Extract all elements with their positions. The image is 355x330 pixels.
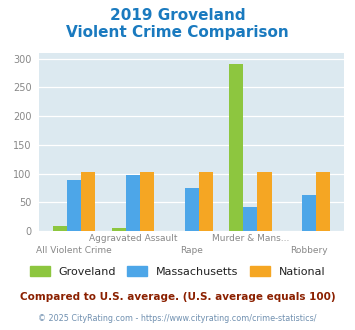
Bar [302, 195, 316, 231]
Text: 2019 Groveland: 2019 Groveland [110, 8, 245, 23]
Bar [112, 228, 126, 231]
Bar [53, 226, 67, 231]
Bar [67, 181, 81, 231]
Legend: Groveland, Massachusetts, National: Groveland, Massachusetts, National [25, 261, 330, 281]
Bar [257, 172, 272, 231]
Bar [229, 64, 244, 231]
Bar [316, 172, 330, 231]
Bar [185, 188, 199, 231]
Text: © 2025 CityRating.com - https://www.cityrating.com/crime-statistics/: © 2025 CityRating.com - https://www.city… [38, 314, 317, 323]
Bar [126, 175, 140, 231]
Bar [81, 172, 95, 231]
Bar [244, 207, 257, 231]
Bar [199, 172, 213, 231]
Text: Violent Crime Comparison: Violent Crime Comparison [66, 25, 289, 40]
Text: Compared to U.S. average. (U.S. average equals 100): Compared to U.S. average. (U.S. average … [20, 292, 335, 302]
Bar [140, 172, 154, 231]
